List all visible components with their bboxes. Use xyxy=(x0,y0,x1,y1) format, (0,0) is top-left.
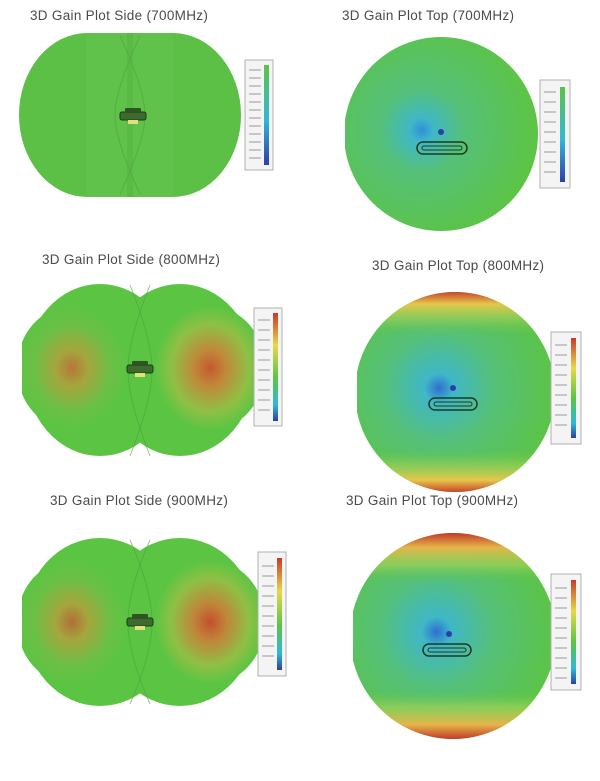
color-scale-legend xyxy=(244,59,274,171)
gain-plot-side-700 xyxy=(15,30,280,210)
title-top-700: 3D Gain Plot Top (700MHz) xyxy=(342,8,515,23)
antenna-icon xyxy=(416,141,468,155)
title-top-900: 3D Gain Plot Top (900MHz) xyxy=(346,493,519,508)
antenna-icon xyxy=(119,108,147,124)
title-side-700: 3D Gain Plot Side (700MHz) xyxy=(30,8,209,23)
gain-plot-side-800 xyxy=(22,280,287,465)
gain-plot-top-700 xyxy=(345,32,585,237)
radiation-pattern xyxy=(353,533,556,739)
color-scale-legend xyxy=(550,573,582,691)
color-scale-legend xyxy=(253,307,283,427)
gain-plot-top-800 xyxy=(357,290,589,500)
gain-plot-top-900 xyxy=(353,530,593,750)
antenna-icon xyxy=(126,614,154,630)
antenna-icon xyxy=(428,397,478,411)
antenna-icon xyxy=(126,361,154,377)
color-scale-legend xyxy=(539,79,571,189)
radiation-lobes xyxy=(22,538,265,706)
radiation-pattern xyxy=(357,292,555,492)
color-scale-legend xyxy=(550,331,582,445)
title-side-800: 3D Gain Plot Side (800MHz) xyxy=(42,252,221,267)
radiation-lobes xyxy=(22,284,265,457)
title-side-900: 3D Gain Plot Side (900MHz) xyxy=(50,493,229,508)
antenna-icon xyxy=(422,643,472,657)
color-scale-legend xyxy=(257,551,287,677)
title-top-800: 3D Gain Plot Top (800MHz) xyxy=(372,258,545,273)
gain-plot-side-900 xyxy=(22,530,287,715)
